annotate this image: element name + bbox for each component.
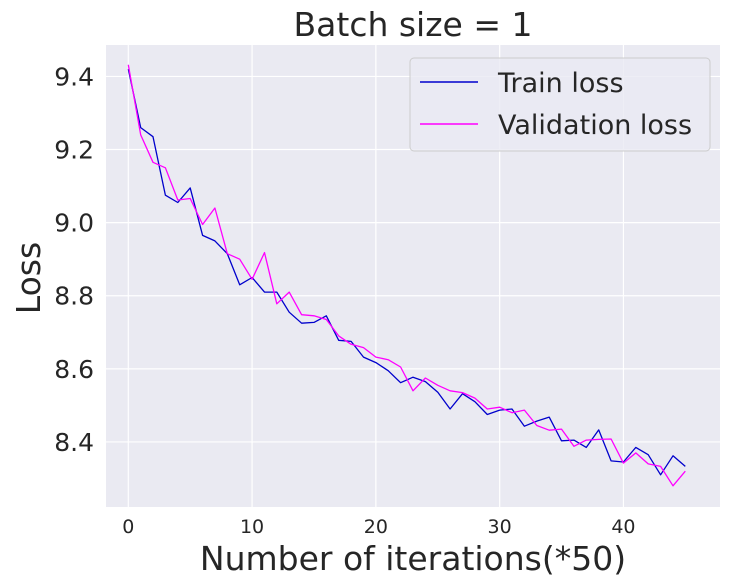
x-tick-label: 10 [240,516,264,538]
series-lines [127,64,686,487]
legend-label-validation: Validation loss [498,110,692,141]
y-tick-label: 9.0 [54,209,94,238]
y-tick-label: 8.8 [54,282,94,311]
legend-box [409,57,711,152]
legend: Train loss Validation loss [409,57,711,152]
x-axis-label: Number of iterations(*50) [200,539,626,578]
x-tick-label: 20 [364,516,388,538]
y-axis-ticks: 8.4 8.6 8.8 9.0 9.2 9.4 [54,62,94,457]
chart-title: Batch size = 1 [294,5,533,44]
y-tick-label: 8.4 [54,428,94,457]
x-tick-label: 40 [611,516,635,538]
x-tick-label: 30 [488,516,512,538]
y-tick-label: 9.2 [54,136,94,165]
legend-label-train: Train loss [497,68,624,99]
x-tick-label: 0 [122,516,134,538]
gridlines [106,45,720,507]
x-axis-ticks: 0 10 20 30 40 [122,516,635,538]
validation-loss-line [127,64,686,487]
y-tick-label: 8.6 [54,355,94,384]
y-axis-label: Loss [9,242,48,314]
y-tick-label: 9.4 [54,62,94,91]
